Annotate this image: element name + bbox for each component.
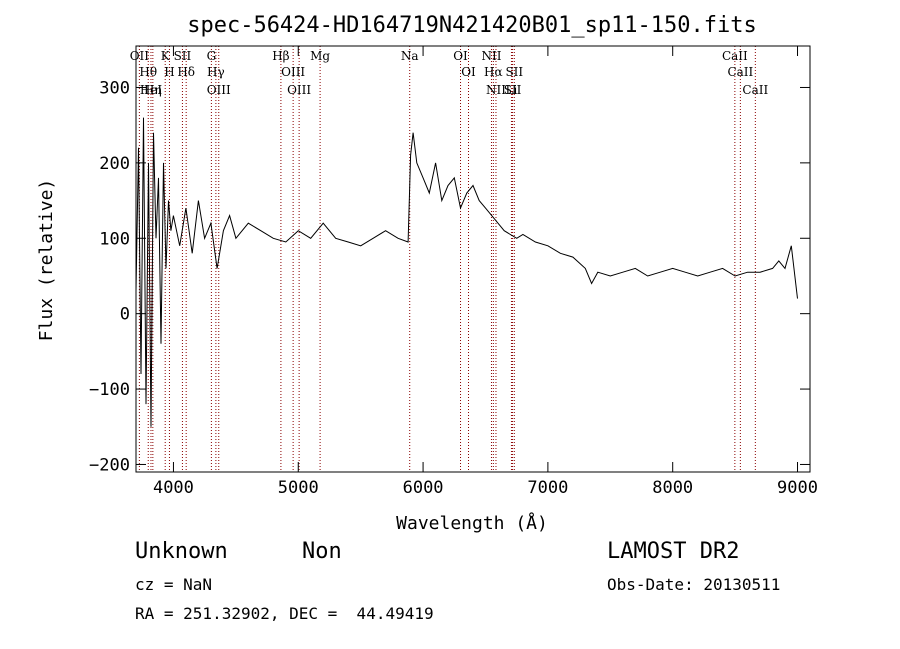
spectral-line-label: Na: [401, 49, 419, 63]
y-tick-label: −200: [89, 455, 130, 475]
x-tick-label: 9000: [777, 478, 818, 498]
spectral-line-label: OII: [130, 49, 150, 63]
spectral-line-label: OIII: [287, 83, 311, 97]
spectral-line-label: HeI: [140, 83, 163, 97]
x-axis-label: Wavelength (Å): [396, 512, 548, 534]
class-label: Unknown: [135, 539, 228, 564]
y-axis-ticks: −200 −100 0 100 200 300: [89, 78, 810, 475]
spectral-line-label: NII: [481, 49, 501, 63]
spectral-line-label: H: [164, 65, 174, 79]
spectral-line-label: CaII: [727, 65, 753, 79]
spectral-line-label: Hβ: [272, 49, 289, 63]
y-tick-label: 300: [99, 78, 130, 98]
spectral-line-label: CaII: [742, 83, 768, 97]
x-tick-label: 7000: [527, 478, 568, 498]
y-tick-label: −100: [89, 380, 130, 400]
x-tick-label: 4000: [153, 478, 194, 498]
spectral-line-label: SII: [504, 83, 522, 97]
x-axis-ticks: 4000 5000 6000 7000 8000 9000: [153, 46, 818, 498]
spectral-line-label: OI: [461, 65, 476, 79]
spectral-line-label: Li: [506, 83, 518, 97]
spectral-line-label: Hα: [484, 65, 503, 79]
redshift-readout: cz = NaN: [135, 575, 213, 594]
y-axis-label: Flux (relative): [36, 179, 57, 342]
subclass-label: Non: [302, 539, 342, 564]
spectral-line-label: Hδ: [177, 65, 195, 79]
spectral-line-label: Hθ: [139, 65, 157, 79]
plot-frame: [135, 45, 811, 473]
chart-title: spec-56424-HD164719N421420B01_sp11-150.f…: [187, 13, 757, 38]
spectral-line-label: Mg: [310, 49, 330, 63]
y-tick-label: 200: [99, 154, 130, 174]
spectral-line-label: K: [161, 49, 171, 63]
spectral-line-label: G: [207, 49, 217, 63]
spectral-line-markers: [138, 46, 756, 472]
y-tick-label: 100: [99, 229, 130, 249]
x-tick-label: 6000: [403, 478, 444, 498]
spectral-line-label: Hη: [144, 83, 162, 97]
survey-label: LAMOST DR2: [607, 539, 740, 564]
spectral-line-label: NII: [486, 83, 506, 97]
spectral-line-label: OIII: [207, 83, 231, 97]
spectral-line-label: OI: [453, 49, 468, 63]
spectral-line-label: CaII: [722, 49, 748, 63]
obs-date: Obs-Date: 20130511: [607, 575, 781, 594]
coordinates-readout: RA = 251.32902, DEC = 44.49419: [135, 604, 434, 623]
spectral-line-label: SII: [174, 49, 192, 63]
spectral-line-label: OIII: [281, 65, 305, 79]
spectral-line-label: Hγ: [207, 65, 225, 79]
y-tick-label: 0: [120, 305, 130, 325]
spectrum-line: [135, 117, 798, 427]
x-tick-label: 5000: [278, 478, 319, 498]
x-tick-label: 8000: [652, 478, 693, 498]
spectral-line-label: SII: [505, 65, 523, 79]
